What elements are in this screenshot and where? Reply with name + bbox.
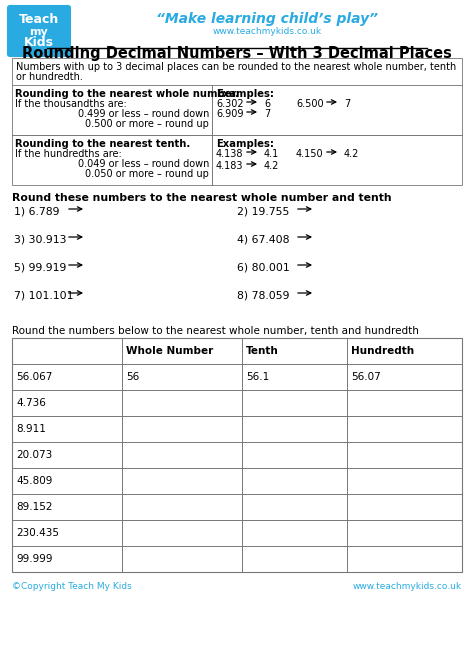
Text: Tenth: Tenth — [246, 346, 279, 356]
Text: 6) 80.001: 6) 80.001 — [237, 262, 290, 272]
Text: www.teachmykids.co.uk: www.teachmykids.co.uk — [212, 27, 321, 36]
Text: 0.499 or less – round down: 0.499 or less – round down — [78, 109, 209, 119]
Text: 7: 7 — [344, 99, 350, 109]
Text: Hundredth: Hundredth — [351, 346, 414, 356]
Text: If the hundredths are:: If the hundredths are: — [15, 149, 122, 159]
Text: 20.073: 20.073 — [16, 450, 52, 460]
Text: Kids: Kids — [24, 36, 54, 49]
Text: 4.150: 4.150 — [296, 149, 324, 159]
Text: 6.500: 6.500 — [296, 99, 324, 109]
Text: 56.1: 56.1 — [246, 372, 269, 382]
Text: 45.809: 45.809 — [16, 476, 52, 486]
Text: 230.435: 230.435 — [16, 528, 59, 538]
Text: 4.183: 4.183 — [216, 161, 244, 171]
Text: 4.2: 4.2 — [344, 149, 359, 159]
Text: Numbers with up to 3 decimal places can be rounded to the nearest whole number, : Numbers with up to 3 decimal places can … — [16, 62, 456, 72]
Text: 1) 6.789: 1) 6.789 — [14, 206, 60, 216]
Text: 0.050 or more – round up: 0.050 or more – round up — [85, 169, 209, 179]
Text: 6: 6 — [264, 99, 270, 109]
Text: If the thousandths are:: If the thousandths are: — [15, 99, 127, 109]
Text: 6.302: 6.302 — [216, 99, 244, 109]
Text: 7) 101.101: 7) 101.101 — [14, 290, 73, 300]
Text: 89.152: 89.152 — [16, 502, 53, 512]
Text: 4.736: 4.736 — [16, 398, 46, 408]
Text: 99.999: 99.999 — [16, 554, 53, 564]
Text: 5) 99.919: 5) 99.919 — [14, 262, 66, 272]
Bar — [12, 85, 462, 185]
Text: 8) 78.059: 8) 78.059 — [237, 290, 290, 300]
Text: 3) 30.913: 3) 30.913 — [14, 234, 66, 244]
Text: 8.911: 8.911 — [16, 424, 46, 434]
Text: ©Copyright Teach My Kids: ©Copyright Teach My Kids — [12, 582, 132, 591]
Bar — [12, 58, 462, 85]
Text: my: my — [29, 27, 48, 37]
Text: 2) 19.755: 2) 19.755 — [237, 206, 289, 216]
FancyBboxPatch shape — [8, 6, 70, 56]
Text: 6.909: 6.909 — [216, 109, 244, 119]
Text: 56.07: 56.07 — [351, 372, 381, 382]
Text: Examples:: Examples: — [216, 139, 274, 149]
Text: Rounding to the nearest tenth.: Rounding to the nearest tenth. — [15, 139, 190, 149]
Text: 0.500 or more – round up: 0.500 or more – round up — [85, 119, 209, 129]
Text: Round the numbers below to the nearest whole number, tenth and hundredth: Round the numbers below to the nearest w… — [12, 326, 419, 336]
Text: 4.2: 4.2 — [264, 161, 279, 171]
Text: 4.1: 4.1 — [264, 149, 279, 159]
Text: www.teachmykids.co.uk: www.teachmykids.co.uk — [353, 582, 462, 591]
Text: 0.049 or less – round down: 0.049 or less – round down — [78, 159, 209, 169]
Text: Whole Number: Whole Number — [126, 346, 213, 356]
Text: Round these numbers to the nearest whole number and tenth: Round these numbers to the nearest whole… — [12, 193, 392, 203]
Text: Examples:: Examples: — [216, 89, 274, 99]
Text: 56.067: 56.067 — [16, 372, 52, 382]
Text: or hundredth.: or hundredth. — [16, 72, 83, 82]
Text: 4.138: 4.138 — [216, 149, 244, 159]
Text: 7: 7 — [264, 109, 270, 119]
Text: “Make learning child’s play”: “Make learning child’s play” — [156, 12, 378, 26]
Text: Teach: Teach — [19, 13, 59, 26]
Text: Rounding Decimal Numbers – With 3 Decimal Places: Rounding Decimal Numbers – With 3 Decima… — [22, 46, 452, 61]
Text: Rounding to the nearest whole number.: Rounding to the nearest whole number. — [15, 89, 239, 99]
Text: 4) 67.408: 4) 67.408 — [237, 234, 290, 244]
Text: 56: 56 — [126, 372, 139, 382]
Bar — [12, 338, 462, 572]
